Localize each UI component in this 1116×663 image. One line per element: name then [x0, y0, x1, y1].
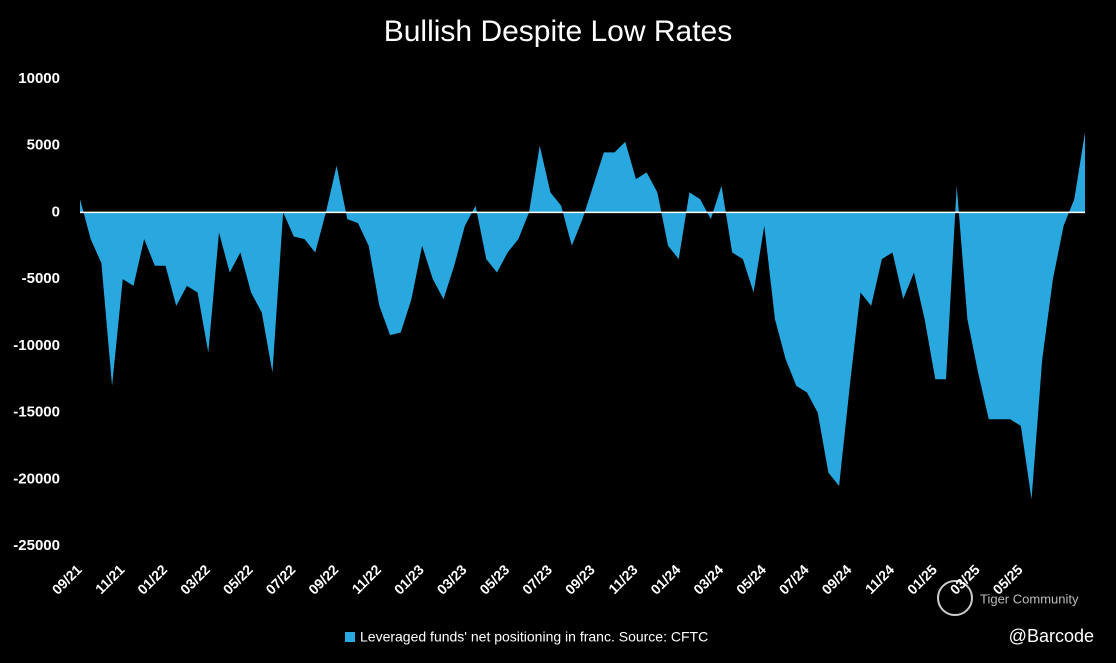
x-tick-label: 05/23: [476, 561, 512, 597]
x-tick-label: 05/22: [220, 561, 256, 597]
chart-title: Bullish Despite Low Rates: [384, 15, 733, 48]
x-tick-label: 01/23: [391, 561, 427, 597]
x-tick-label: 03/24: [690, 561, 726, 597]
x-tick-label: 11/24: [862, 561, 898, 597]
y-tick-label: 0: [52, 203, 60, 220]
y-tick-label: 10000: [18, 70, 60, 87]
y-tick-label: -20000: [13, 470, 60, 487]
x-tick-label: 11/23: [605, 561, 641, 597]
legend-swatch: [345, 632, 355, 642]
x-tick-label: 01/24: [647, 561, 683, 597]
x-tick-label: 03/23: [434, 561, 470, 597]
x-tick-label: 11/22: [349, 561, 385, 597]
x-tick-label: 03/25: [947, 561, 983, 597]
watermark-logo: [937, 580, 973, 616]
y-tick-label: -5000: [22, 270, 60, 287]
x-tick-label: 07/22: [262, 561, 298, 597]
y-tick-label: -10000: [13, 337, 60, 354]
x-tick-label: 07/24: [776, 561, 812, 597]
x-tick-label: 09/22: [305, 561, 341, 597]
y-tick-label: -25000: [13, 537, 60, 554]
x-tick-label: 09/21: [49, 561, 85, 597]
x-tick-label: 07/23: [519, 561, 555, 597]
watermark: @Barcode: [1009, 626, 1094, 646]
x-tick-label: 05/24: [733, 561, 769, 597]
legend-label: Leveraged funds' net positioning in fran…: [360, 629, 708, 645]
x-tick-label: 11/21: [92, 561, 128, 597]
watermark: Tiger Community: [980, 591, 1079, 606]
x-tick-label: 01/22: [134, 561, 170, 597]
y-tick-label: -15000: [13, 404, 60, 421]
x-tick-label: 09/24: [818, 561, 854, 597]
x-tick-label: 09/23: [562, 561, 598, 597]
x-tick-label: 01/25: [904, 561, 940, 597]
area: [80, 132, 1085, 500]
x-tick-label: 03/22: [177, 561, 213, 597]
y-tick-label: 5000: [27, 137, 60, 154]
